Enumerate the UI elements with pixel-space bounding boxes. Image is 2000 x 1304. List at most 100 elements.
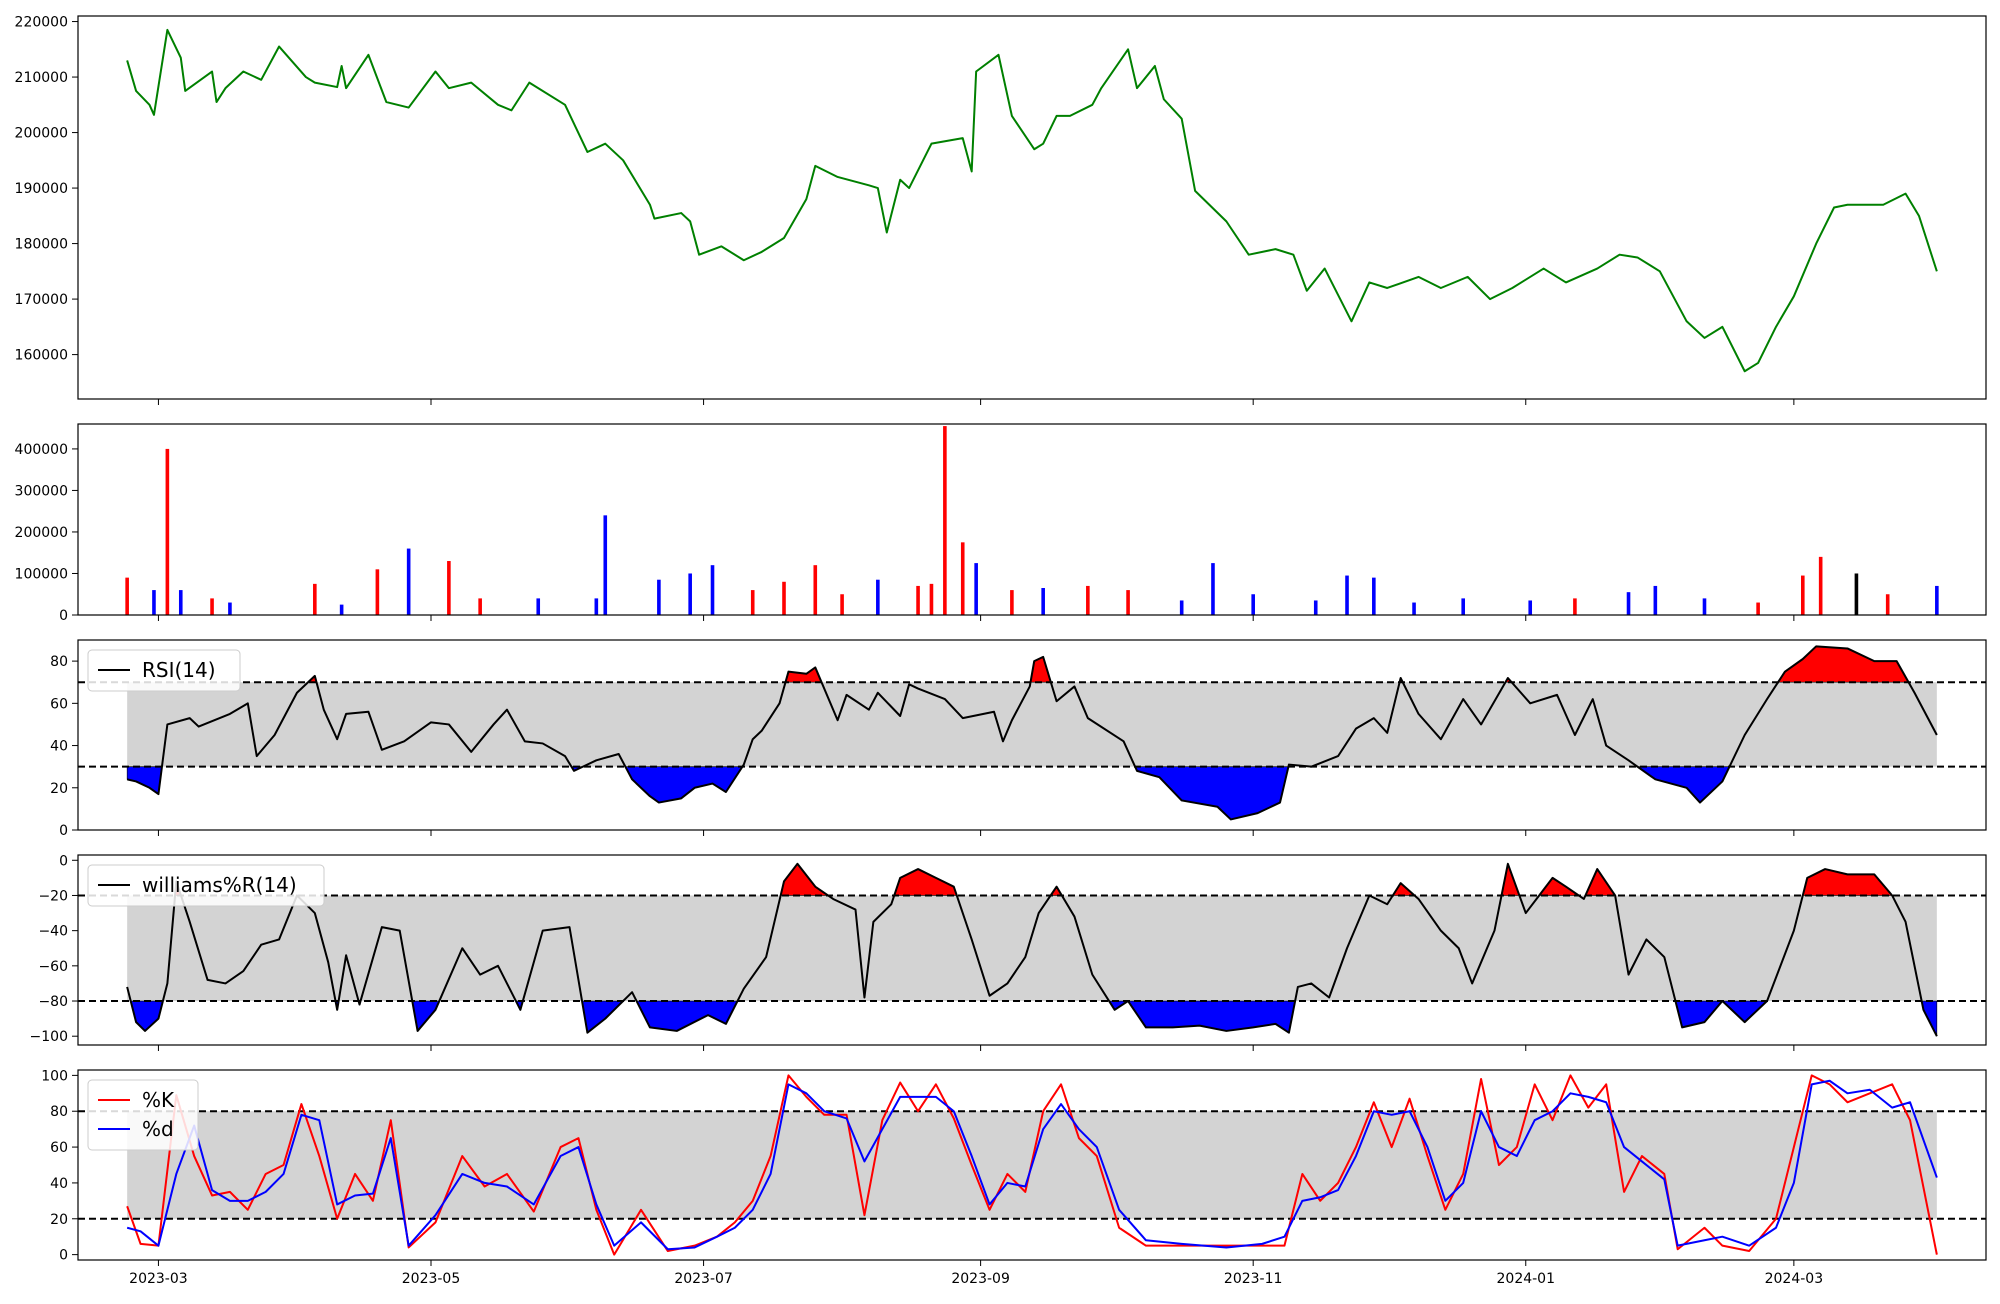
volume-bar	[688, 573, 692, 615]
series-line-d	[126, 1079, 1938, 1251]
volume-bar	[1528, 600, 1533, 615]
overbought-fill	[1777, 646, 1910, 683]
volume-bar	[178, 590, 183, 615]
volume-bar	[1372, 577, 1376, 615]
volume-bar	[1126, 590, 1130, 615]
volume-bar	[657, 579, 661, 615]
y-tick-label: 60	[50, 1140, 68, 1156]
y-tick-label: −60	[38, 959, 68, 975]
y-tick-label: 210000	[15, 70, 68, 86]
volume-bar	[974, 563, 978, 615]
y-tick-label: 200000	[15, 525, 68, 541]
volume-bar	[1313, 600, 1318, 615]
volume-bar	[782, 581, 786, 615]
volume-bar	[152, 590, 156, 615]
y-tick-label: 40	[50, 1176, 68, 1192]
y-tick-label: 20	[50, 781, 68, 797]
y-tick-label: 100	[41, 1068, 68, 1084]
volume-bar	[603, 515, 608, 615]
panel-volume: 0 100000 200000 300000 400000	[15, 423, 1987, 624]
volume-bar	[1801, 575, 1805, 615]
volume-bar	[339, 604, 344, 615]
y-tick-label: 80	[50, 1104, 68, 1120]
y-tick-label: 0	[59, 853, 68, 869]
volume-bar	[1573, 598, 1577, 615]
legend-label: %K	[142, 1088, 175, 1112]
y-tick-label: −20	[38, 888, 68, 904]
volume-bar	[750, 590, 755, 615]
legend-label: %d	[142, 1117, 174, 1141]
volume-bar	[960, 542, 965, 615]
volume-bar	[1211, 563, 1215, 615]
volume-bar	[447, 561, 451, 615]
volume-bar	[1854, 573, 1859, 615]
y-tick-label: 100000	[15, 566, 68, 582]
volume-bar	[1653, 585, 1658, 615]
volume-bar	[1251, 594, 1255, 615]
volume-bar	[1010, 590, 1014, 615]
y-tick-label: 0	[59, 1248, 68, 1264]
volume-bar	[1756, 602, 1760, 615]
axes-frame	[77, 1069, 1987, 1261]
neutral-band	[127, 682, 1937, 767]
x-tick-label: 2023-07	[674, 1271, 733, 1287]
x-tick-label: 2024-01	[1497, 1271, 1556, 1287]
series-line-k	[126, 1074, 1938, 1256]
volume-bar	[1345, 575, 1349, 615]
volume-bar	[210, 598, 214, 615]
oversold-fill	[1636, 766, 1730, 803]
volume-bar	[876, 579, 880, 615]
y-tick-label: −40	[38, 924, 68, 940]
y-tick-label: 20	[50, 1212, 68, 1228]
volume-bar	[1086, 585, 1090, 615]
volume-bar	[228, 602, 232, 615]
oversold-fill	[1721, 1000, 1768, 1023]
panel-stochastic: 0 20 40 60 80 100 2023-03 2023-05 2023-07 2023-09…	[41, 1068, 1987, 1287]
volume-bar	[1702, 598, 1707, 615]
y-tick-label: 220000	[15, 15, 68, 31]
y-tick-label: 400000	[15, 442, 68, 458]
volume-bar	[165, 448, 170, 615]
volume-bar	[840, 594, 844, 615]
y-tick-label: 80	[50, 654, 68, 670]
volume-bar	[478, 598, 482, 615]
x-tick-label: 2024-03	[1765, 1271, 1824, 1287]
volume-bar	[375, 569, 380, 615]
volume-bar	[406, 548, 411, 615]
volume-bar	[710, 565, 715, 615]
legend-box	[87, 1079, 199, 1151]
volume-bar	[1179, 600, 1184, 615]
volume-bar	[916, 585, 920, 615]
y-tick-label: −80	[38, 994, 68, 1010]
series-line-rsi	[126, 645, 1938, 821]
y-tick-label: 300000	[15, 483, 68, 499]
x-tick-label: 2023-11	[1224, 1271, 1283, 1287]
panel-price: 160000 170000 180000 190000 200000 210000 2200…	[15, 15, 1987, 405]
y-tick-label: 40	[50, 739, 68, 755]
volume-bar	[1412, 602, 1416, 615]
volume-bar	[1935, 585, 1939, 615]
y-tick-label: 170000	[15, 292, 68, 308]
volume-bar	[943, 426, 947, 615]
legend-label: RSI(14)	[142, 658, 216, 682]
axes-frame	[77, 15, 1987, 400]
volume-bar	[536, 598, 541, 615]
x-tick-label: 2023-05	[402, 1271, 461, 1287]
volume-bar	[813, 565, 818, 615]
series-line-wr	[126, 862, 1938, 1037]
volume-bar	[594, 598, 599, 615]
neutral-band	[127, 895, 1937, 1002]
legend-box	[87, 649, 241, 692]
volume-bar	[929, 583, 934, 615]
axes-frame	[77, 854, 1987, 1046]
panel-rsi: 0 20 40 60 80 RSI(14)	[50, 639, 1987, 839]
y-tick-label: 160000	[15, 348, 68, 364]
y-tick-label: 60	[50, 696, 68, 712]
volume-bar	[1885, 594, 1890, 615]
volume-bar	[1041, 588, 1045, 615]
x-tick-label: 2023-09	[951, 1271, 1010, 1287]
volume-bar	[1626, 592, 1631, 615]
panel-williams: −100 −80 −60 −40 −20 0 williams%R(14)	[30, 853, 1987, 1051]
